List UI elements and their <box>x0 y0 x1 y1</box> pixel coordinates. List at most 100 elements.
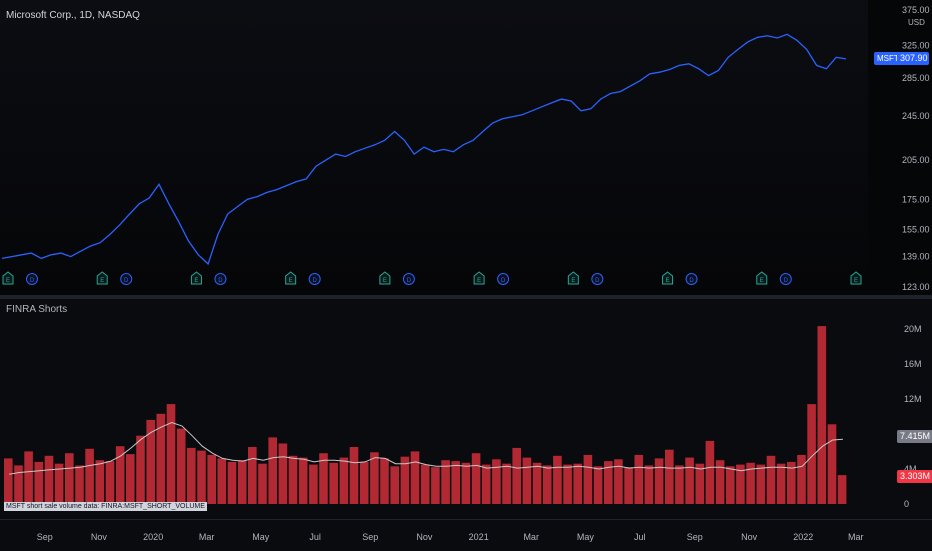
short-volume-ma-line <box>9 421 843 475</box>
earnings-marker-shape <box>379 271 391 285</box>
dividend-marker-icon: D <box>402 273 415 285</box>
price-tick-label: 245.00 <box>902 111 930 121</box>
short-volume-bar <box>227 461 237 504</box>
short-volume-bar <box>359 461 369 504</box>
short-volume-bar <box>237 460 247 504</box>
short-volume-bar <box>685 457 694 504</box>
event-marker-text: D <box>218 278 223 284</box>
event-marker-text: E <box>194 278 198 284</box>
short-volume-bar <box>593 466 603 504</box>
price-tick-label: 205.00 <box>902 155 930 165</box>
short-volume-bar <box>563 464 572 504</box>
earnings-marker-icon: E <box>662 271 674 285</box>
short-volume-bar <box>532 462 542 504</box>
earnings-marker-shape <box>473 271 485 285</box>
event-marker-text: E <box>6 278 10 284</box>
short-volume-bar <box>248 447 257 504</box>
short-volume-bar <box>624 467 633 504</box>
short-volume-bar <box>736 464 745 504</box>
price-line <box>1 33 847 266</box>
earnings-marker-icon: E <box>756 271 768 285</box>
symbol-title[interactable]: Microsoft Corp., 1D, NASDAQ <box>6 10 140 21</box>
dividend-marker-shape <box>591 273 604 285</box>
earnings-marker-shape <box>285 271 297 285</box>
short-volume-bar <box>522 457 532 504</box>
time-tick-label: 2021 <box>469 532 489 542</box>
dividend-marker-shape <box>308 273 321 285</box>
time-tick-label: Nov <box>741 532 758 542</box>
dividend-marker-shape <box>497 273 510 285</box>
short-volume-bar <box>400 456 410 504</box>
short-volume-bar <box>187 447 196 504</box>
short-volume-bar <box>573 463 582 504</box>
price-axis[interactable]: 123.00 139.00 155.00 175.00 205.00 245.00 285.… <box>868 0 932 295</box>
short-volume-bar <box>278 443 288 504</box>
time-tick-label: Jul <box>309 532 321 542</box>
volume-axis-svg: 04M8M12M16M20M <box>904 324 922 509</box>
dividend-marker-shape <box>26 273 38 285</box>
short-volume-bar <box>410 451 420 504</box>
event-marker-text: D <box>30 278 35 284</box>
pane-divider[interactable] <box>0 295 932 299</box>
volume-tick-label: 0 <box>904 499 909 509</box>
dividend-marker-icon: D <box>591 273 604 285</box>
short-volume-bar <box>166 404 176 504</box>
earnings-marker-icon: E <box>96 271 108 285</box>
currency-label: USD <box>908 18 925 27</box>
short-volume-bar <box>431 467 440 504</box>
short-volume-bar <box>298 457 308 504</box>
time-tick-label: Nov <box>416 532 433 542</box>
earnings-marker-icon: E <box>2 271 14 285</box>
price-tick-label: 175.00 <box>902 194 930 204</box>
event-marker-text: D <box>689 278 694 284</box>
short-volume-bar <box>837 475 847 504</box>
short-volume-bar <box>797 454 806 504</box>
earnings-marker-icon: E <box>850 271 862 285</box>
volume-axis[interactable]: 04M8M12M16M20M <box>868 299 932 519</box>
time-tick-label: Nov <box>91 532 108 542</box>
short-volume-bar <box>34 461 44 504</box>
short-volume-bar <box>95 460 105 504</box>
time-axis[interactable]: Sep Nov 2020 Mar May Jul Sep Nov 2021 Mar May Jul Se… <box>0 519 932 551</box>
short-volume-bar <box>542 465 552 504</box>
event-marker-text: D <box>407 278 412 284</box>
time-tick-label: Mar <box>848 532 864 542</box>
short-volume-bar <box>24 451 33 504</box>
dividend-marker-shape <box>214 273 227 285</box>
short-volume-bar <box>288 455 298 504</box>
short-volume-bar <box>349 447 359 504</box>
short-volume-bar <box>156 413 166 504</box>
dividend-marker-icon: D <box>214 273 227 285</box>
event-marker-text: E <box>477 278 481 284</box>
time-axis-svg: Sep Nov 2020 Mar May Jul Sep Nov 2021 Mar May Jul Se… <box>37 532 864 542</box>
event-marker-text: D <box>784 278 789 284</box>
earnings-marker-shape <box>190 271 202 285</box>
event-marker-text: E <box>100 278 104 284</box>
dividend-marker-icon: D <box>120 273 133 285</box>
short-volume-bar <box>746 462 755 504</box>
price-tick-label: 375.00 <box>902 5 930 15</box>
short-volume-bar <box>604 461 613 504</box>
short-volume-bar <box>420 464 430 504</box>
short-volume-bar <box>136 435 145 504</box>
event-marker-text: E <box>289 278 293 284</box>
event-marker-text: E <box>571 278 575 284</box>
dividend-marker-shape <box>402 273 415 285</box>
dividend-marker-icon: D <box>26 273 38 285</box>
price-pane[interactable]: EDEDEDEDEDEDEDEDEDED <box>0 0 868 295</box>
short-volume-pane[interactable] <box>0 299 868 519</box>
volume-tick-label: 20M <box>904 324 922 334</box>
dividend-marker-shape <box>685 273 698 285</box>
short-volume-bar <box>827 424 837 504</box>
short-volume-bar <box>766 455 776 504</box>
symbol-tag: MSFT <box>874 52 902 65</box>
dividend-marker-icon: D <box>685 273 698 285</box>
indicator-title[interactable]: FINRA Shorts <box>6 304 68 315</box>
short-volume-bar <box>441 460 450 504</box>
dividend-marker-shape <box>779 273 792 285</box>
time-tick-label: 2022 <box>793 532 813 542</box>
short-volume-bar <box>461 462 471 504</box>
short-volume-bar <box>258 463 267 504</box>
price-axis-svg: 123.00 139.00 155.00 175.00 205.00 245.00 285.… <box>902 5 930 292</box>
short-volume-bar <box>715 460 725 504</box>
